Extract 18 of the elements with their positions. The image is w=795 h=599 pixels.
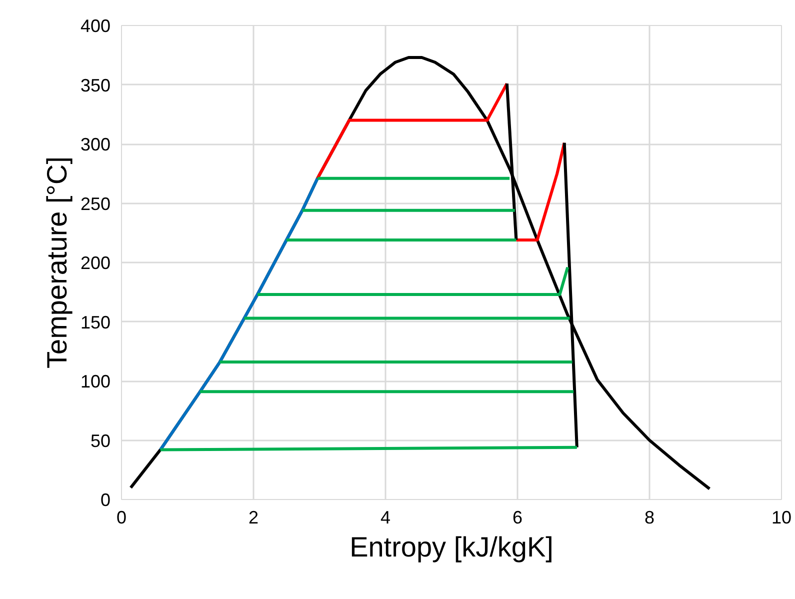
y-tick-label: 200 — [80, 253, 111, 273]
x-tick-label: 6 — [512, 508, 523, 528]
y-axis-title: Temperature [°C] — [41, 156, 72, 368]
y-tick-label: 250 — [80, 194, 111, 214]
y-tick-label: 300 — [80, 134, 111, 154]
x-tick-label: 10 — [771, 508, 792, 528]
y-tick-label: 100 — [80, 372, 111, 392]
y-tick-label: 0 — [100, 490, 111, 510]
y-tick-label: 400 — [80, 16, 111, 36]
y-tick-label: 50 — [90, 430, 111, 451]
x-axis-title: Entropy [kJ/kgK] — [350, 532, 554, 562]
x-tick-label: 8 — [644, 508, 655, 528]
y-tick-label: 350 — [80, 75, 111, 96]
x-tick-label: 0 — [116, 508, 127, 528]
y-tick-label: 150 — [80, 312, 111, 332]
x-tick-label: 4 — [380, 508, 391, 528]
x-tick-label: 2 — [248, 508, 259, 528]
line-series — [158, 176, 320, 452]
